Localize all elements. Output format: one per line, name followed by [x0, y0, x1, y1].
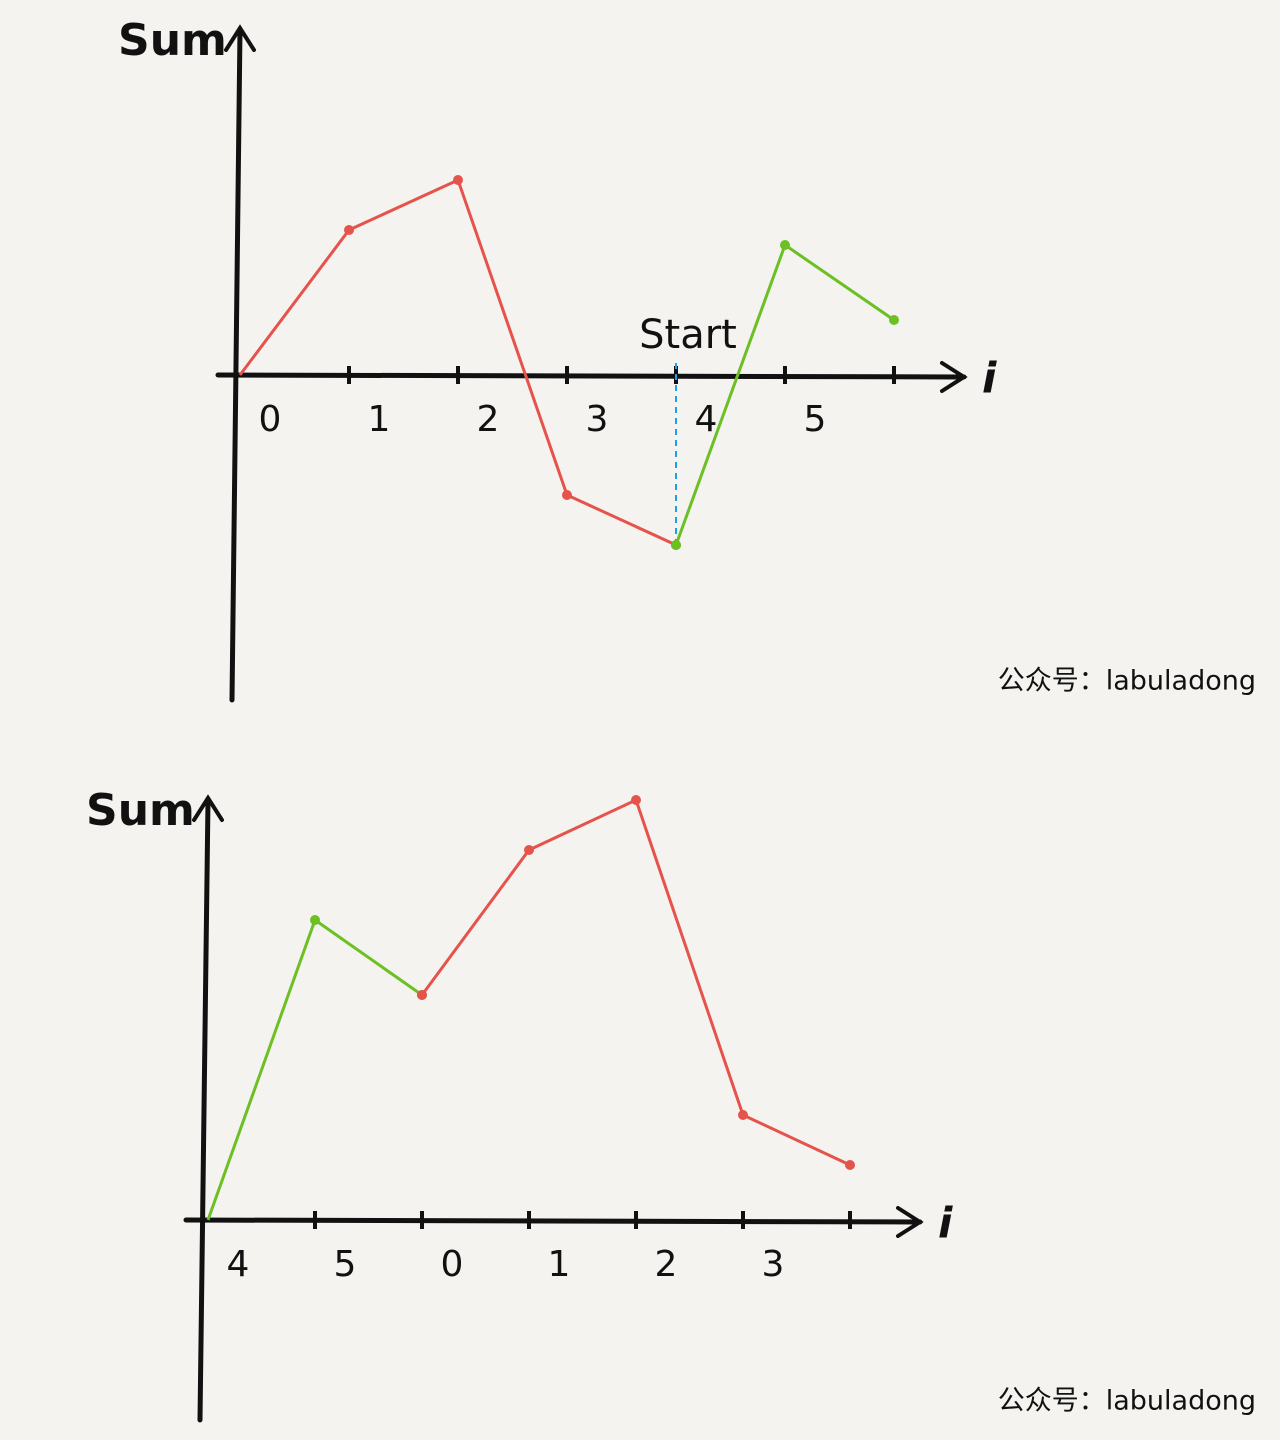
data-point: [889, 315, 899, 325]
x-tick-label: 1: [548, 1244, 571, 1285]
data-point: [562, 490, 572, 500]
x-axis: [215, 372, 967, 380]
y-axis-label: Sum: [118, 15, 227, 66]
x-tick-label: 3: [762, 1244, 785, 1285]
y-axis-label: Sum: [86, 785, 195, 836]
data-point: [738, 1110, 748, 1120]
data-point: [780, 240, 790, 250]
data-point: [453, 175, 463, 185]
x-tick-label: 5: [804, 399, 827, 440]
y-axis: [229, 27, 243, 703]
credit: 公众号：labuladong: [998, 1386, 1256, 1417]
data-point: [417, 990, 427, 1000]
x-arrow: [896, 1206, 924, 1238]
x-tick-label: 3: [586, 399, 609, 440]
series-line: [674, 242, 895, 546]
data-point: [524, 845, 534, 855]
data-point: [631, 795, 641, 805]
y-arrow: [224, 24, 256, 52]
x-arrow: [940, 361, 968, 393]
data-point: [845, 1160, 855, 1170]
data-point: [671, 540, 681, 550]
x-axis-label: i: [938, 1199, 953, 1248]
credit: 公众号：labuladong: [998, 666, 1256, 697]
series-line: [238, 177, 677, 547]
series-line: [420, 797, 851, 1167]
x-tick-label: 5: [334, 1244, 357, 1285]
x-tick-label: 4: [695, 399, 718, 440]
y-axis: [197, 797, 211, 1423]
y-arrow: [192, 794, 224, 822]
start-label: Start: [639, 312, 737, 358]
x-tick-label: 2: [655, 1244, 678, 1285]
x-tick-label: 2: [477, 399, 500, 440]
series-line: [206, 917, 423, 1221]
data-point: [344, 225, 354, 235]
x-axis-label: i: [982, 354, 997, 403]
x-axis: [183, 1217, 923, 1225]
x-tick-label: 1: [368, 399, 391, 440]
x-tick-label: 0: [441, 1244, 464, 1285]
x-tick-label: 4: [227, 1244, 250, 1285]
x-tick-label: 0: [259, 399, 282, 440]
data-point: [310, 915, 320, 925]
